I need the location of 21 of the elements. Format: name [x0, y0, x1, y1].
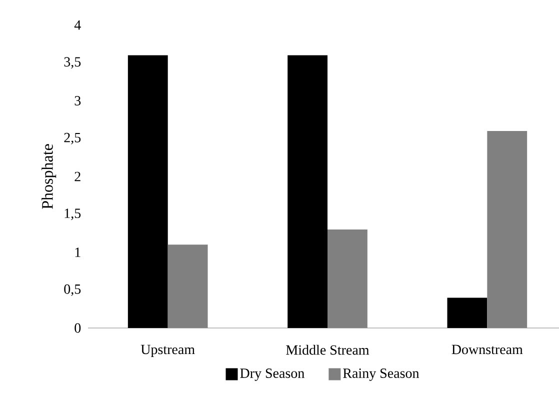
- y-tick-label: 1,5: [64, 208, 81, 220]
- y-tick-label: 0: [74, 323, 81, 333]
- x-tick-label: Middle Stream: [286, 344, 370, 355]
- x-tick-label: Upstream: [140, 344, 195, 358]
- y-tick-label: 2,5: [64, 132, 81, 144]
- legend-label: Rainy Season: [343, 368, 420, 381]
- y-tick-label: 3: [74, 96, 81, 106]
- y-axis-title: Phosphate: [42, 144, 56, 209]
- y-tick-label: 2: [74, 172, 80, 182]
- legend-label: Dry Season: [240, 368, 304, 381]
- bar: [487, 131, 528, 328]
- y-tick-label: 1: [75, 248, 80, 257]
- bar: [447, 298, 488, 328]
- x-tick-label: Downstream: [452, 344, 523, 354]
- y-tick-label: 3,5: [64, 57, 81, 69]
- bar: [288, 55, 328, 328]
- y-tick-label: 0,5: [64, 284, 81, 296]
- bar: [328, 230, 368, 328]
- bar: [128, 55, 168, 328]
- y-tick-label: 4: [74, 20, 81, 30]
- bar: [168, 244, 208, 328]
